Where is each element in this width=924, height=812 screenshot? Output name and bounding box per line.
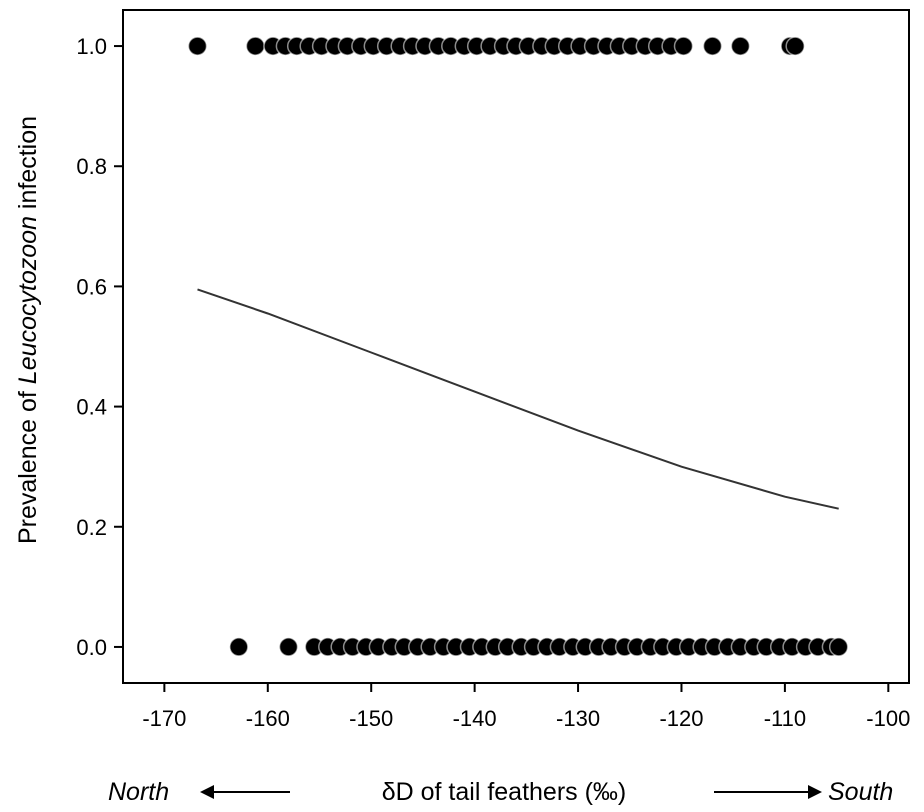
y-tick-label: 0.0 (76, 635, 107, 660)
arrow-left-head (200, 785, 214, 799)
data-point (785, 36, 805, 56)
y-axis-label-post: infection (14, 116, 42, 216)
x-tick-label: -120 (659, 706, 703, 731)
x-tick-label: -170 (142, 706, 186, 731)
data-point (229, 637, 249, 657)
data-points (187, 36, 849, 657)
y-axis-label-italic: Leucocytozoon (14, 216, 42, 384)
y-axis-label-pre: Prevalence of (14, 384, 42, 544)
y-tick-label: 0.4 (76, 395, 107, 420)
x-axis-label: δD of tail feathers (‰) (382, 778, 627, 806)
plot-frame (122, 9, 910, 684)
x-axis-ticks: -170 -160 -150 -140 -130 -120 -110 -100 (142, 683, 910, 731)
data-point (278, 637, 299, 657)
data-point (673, 36, 694, 56)
y-tick-label: 0.8 (76, 154, 107, 179)
direction-right-label: South (828, 778, 893, 806)
y-tick-label: 1.0 (76, 34, 107, 59)
x-tick-label: -130 (556, 706, 600, 731)
y-axis-label: Prevalence of Leucocytozoon infection (14, 116, 42, 544)
data-point (828, 637, 849, 657)
x-tick-label: -150 (349, 706, 393, 731)
data-point (702, 36, 723, 56)
y-axis-ticks: 0.0 0.2 0.4 0.6 0.8 1.0 (76, 34, 123, 660)
x-tick-label: -140 (453, 706, 497, 731)
data-point (245, 36, 266, 56)
x-tick-label: -110 (764, 706, 806, 731)
x-tick-label: -100 (866, 706, 910, 731)
direction-left-label: North (108, 778, 169, 806)
y-tick-label: 0.2 (76, 515, 107, 540)
fit-curve (197, 288, 839, 510)
arrow-right-head (808, 785, 822, 799)
data-point (187, 36, 208, 56)
y-tick-label: 0.6 (76, 274, 107, 299)
x-tick-label: -160 (246, 706, 290, 731)
data-point (730, 36, 751, 56)
